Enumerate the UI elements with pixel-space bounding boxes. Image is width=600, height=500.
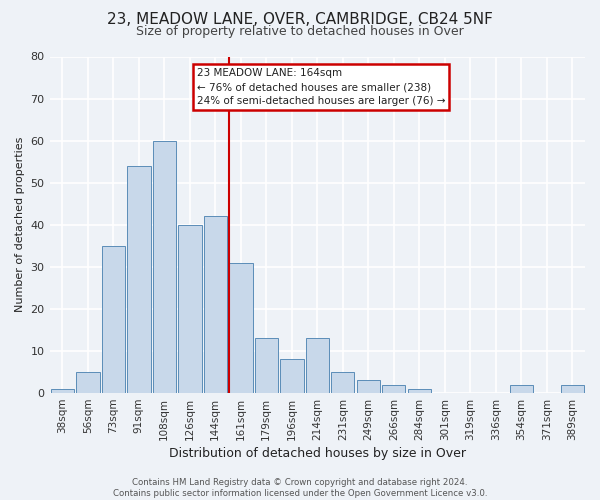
Text: Size of property relative to detached houses in Over: Size of property relative to detached ho…: [136, 25, 464, 38]
Bar: [382, 384, 406, 393]
Bar: [280, 360, 304, 393]
Bar: [229, 262, 253, 393]
Bar: [76, 372, 100, 393]
Bar: [407, 389, 431, 393]
Bar: [203, 216, 227, 393]
Bar: [50, 389, 74, 393]
Text: 23 MEADOW LANE: 164sqm
← 76% of detached houses are smaller (238)
24% of semi-de: 23 MEADOW LANE: 164sqm ← 76% of detached…: [197, 68, 445, 106]
Bar: [101, 246, 125, 393]
Y-axis label: Number of detached properties: Number of detached properties: [15, 137, 25, 312]
Bar: [560, 384, 584, 393]
Bar: [356, 380, 380, 393]
Bar: [331, 372, 355, 393]
Bar: [178, 225, 202, 393]
Bar: [254, 338, 278, 393]
Bar: [152, 140, 176, 393]
Text: 23, MEADOW LANE, OVER, CAMBRIDGE, CB24 5NF: 23, MEADOW LANE, OVER, CAMBRIDGE, CB24 5…: [107, 12, 493, 28]
X-axis label: Distribution of detached houses by size in Over: Distribution of detached houses by size …: [169, 447, 466, 460]
Text: Contains HM Land Registry data © Crown copyright and database right 2024.
Contai: Contains HM Land Registry data © Crown c…: [113, 478, 487, 498]
Bar: [509, 384, 533, 393]
Bar: [127, 166, 151, 393]
Bar: [305, 338, 329, 393]
